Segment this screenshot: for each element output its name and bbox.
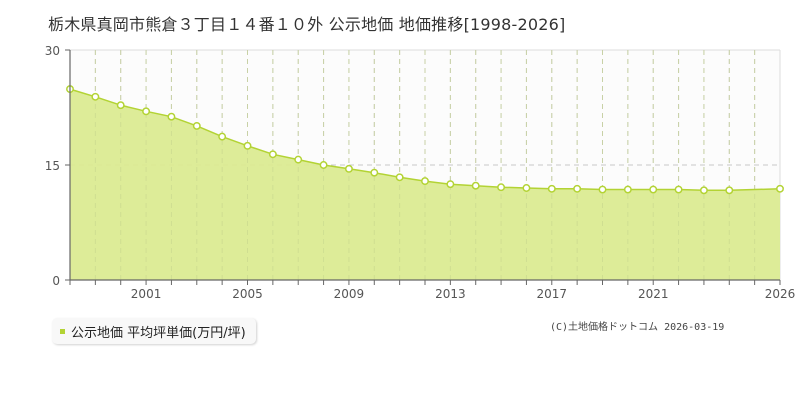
chart-title: 栃木県真岡市熊倉３丁目１４番１０外 公示地価 地価推移[1998-2026] [48, 15, 566, 34]
legend: 公示地価 平均坪単価(万円/坪) [52, 318, 256, 344]
svg-text:2021: 2021 [638, 287, 669, 301]
x-axis-labels: 2001 2005 2009 2013 2017 2021 2026 [131, 287, 795, 301]
data-line [69, 88, 781, 192]
legend-marker-icon [60, 328, 65, 334]
svg-text:2009: 2009 [334, 287, 365, 301]
svg-text:0: 0 [52, 274, 60, 288]
svg-text:2001: 2001 [131, 287, 162, 301]
data-points [66, 85, 784, 195]
y-axis-labels: 0 15 30 [45, 44, 60, 288]
axes [65, 49, 781, 285]
copyright-text: (C)土地価格ドットコム 2026-03-19 [550, 322, 725, 333]
svg-text:2017: 2017 [537, 287, 568, 301]
svg-text:2026: 2026 [765, 287, 796, 301]
area-chart: 0 15 30 2001 2005 2009 2013 2017 2021 2026 [45, 44, 796, 301]
legend-label: 公示地価 平均坪単価(万円/坪) [71, 325, 246, 341]
svg-text:15: 15 [45, 159, 60, 173]
svg-text:2005: 2005 [232, 287, 263, 301]
svg-text:30: 30 [45, 44, 60, 58]
svg-text:2013: 2013 [435, 287, 466, 301]
